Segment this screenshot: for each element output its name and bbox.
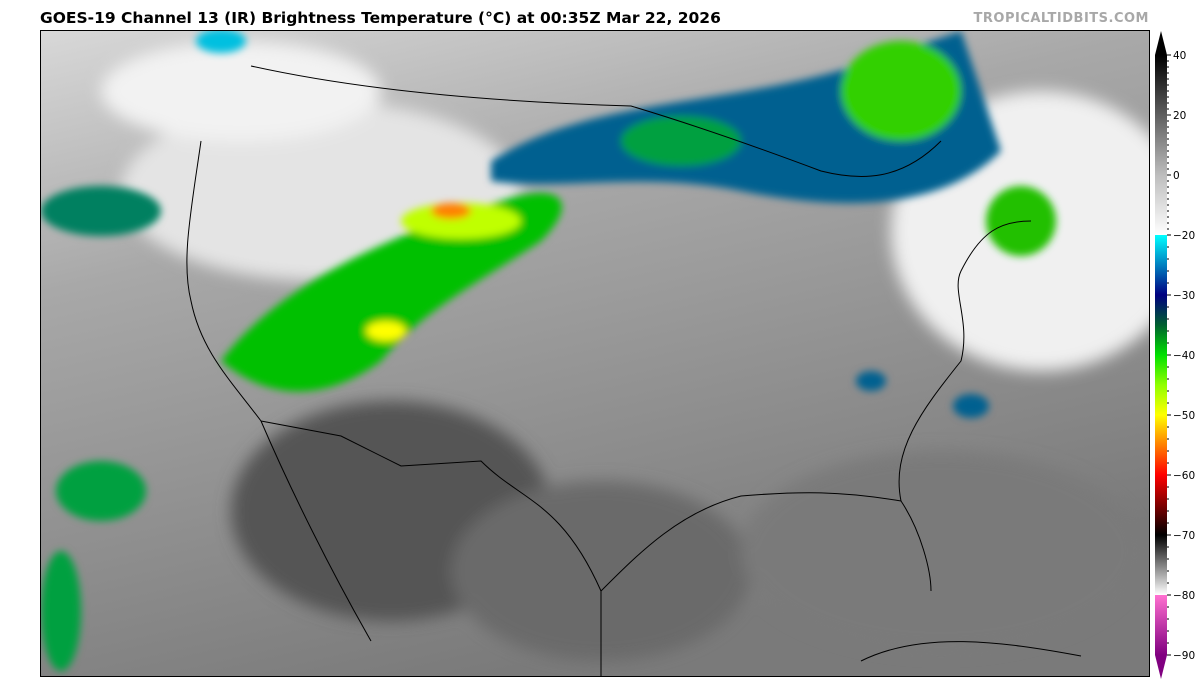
baja-coast [260, 420, 372, 642]
colorbar-tick-label: 0 [1173, 170, 1180, 182]
colorbar-tick-label: 40 [1173, 50, 1186, 62]
colorbar-tick-label: −50 [1173, 410, 1195, 422]
gulf-coast [600, 492, 932, 592]
colorbar-tick-label: −60 [1173, 470, 1195, 482]
east-coast [898, 220, 1032, 502]
colorbar-tick-label: −90 [1173, 650, 1195, 662]
colorbar-tick-label: −70 [1173, 530, 1195, 542]
colorbar-tick-label: 20 [1173, 110, 1186, 122]
map-title: GOES-19 Channel 13 (IR) Brightness Tempe… [40, 9, 721, 27]
satellite-ir-map [40, 30, 1150, 677]
colorbar-gradient [1155, 55, 1167, 655]
colorbar-tick-label: −20 [1173, 230, 1195, 242]
colorbar-min-arrow [1155, 655, 1167, 679]
colorbar-max-arrow [1155, 31, 1167, 55]
colorbar-tick-label: −30 [1173, 290, 1195, 302]
coastlines-and-borders [186, 65, 1082, 676]
colorbar: 40 20 0 −20 −30 −40 −50 −60 −70 −80 −90 [1150, 28, 1200, 680]
west-coast [186, 140, 262, 422]
colorbar-tick-label: −40 [1173, 350, 1195, 362]
credit-watermark: TROPICALTIDBITS.COM [973, 11, 1149, 26]
cuba [860, 641, 1082, 662]
colorbar-tick-label: −80 [1173, 590, 1195, 602]
us-canada-border [250, 65, 942, 178]
cloud-tops [41, 31, 1056, 671]
us-mexico-border [260, 420, 602, 676]
